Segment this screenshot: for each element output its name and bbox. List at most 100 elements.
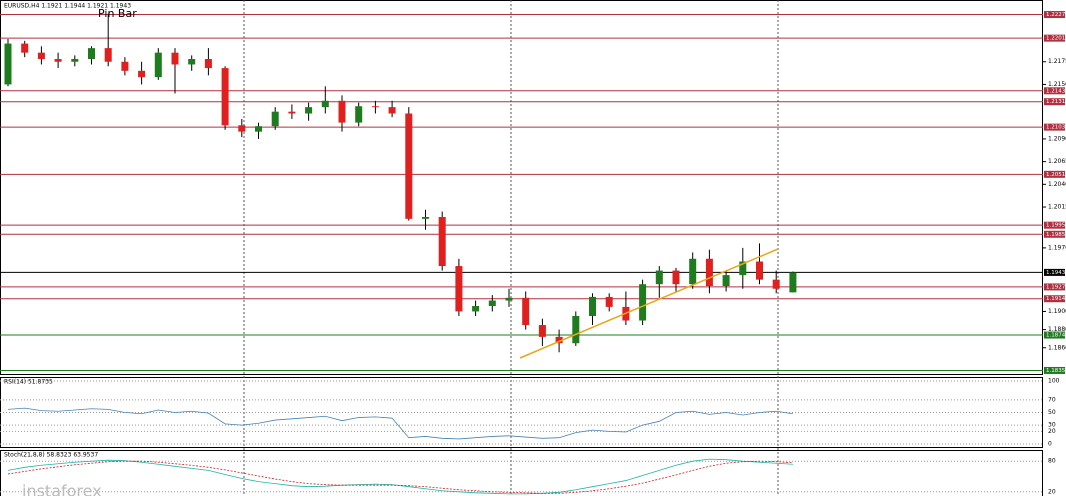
candle-body	[238, 125, 246, 132]
candle-body	[572, 315, 580, 344]
candle-body	[655, 270, 663, 285]
stoch-panel	[0, 450, 1043, 496]
candle-body	[321, 100, 329, 108]
candle-body	[522, 297, 530, 326]
level-label-box	[1044, 366, 1065, 374]
candle-body	[371, 106, 379, 108]
y-tick-label: 30	[1048, 422, 1056, 429]
level-label: 1.2103	[1046, 125, 1066, 131]
y-tick-label: 1.1900	[1048, 308, 1066, 315]
candle-body	[772, 279, 780, 289]
level-label-box	[1044, 123, 1065, 131]
chart-title: EURUSD,H4 1.1921 1.1944 1.1921 1.1943	[4, 3, 131, 10]
candle-body	[338, 100, 346, 123]
level-label-box	[1044, 268, 1065, 276]
level-label: 1.2131	[1046, 99, 1065, 105]
candle-body	[4, 43, 12, 85]
level-label: 1.2143	[1046, 88, 1066, 94]
candle-body	[555, 336, 563, 344]
stoch-title: Stoch(21,8,8) 58.8323 63.9537	[4, 452, 98, 459]
candle-body	[288, 111, 296, 114]
y-tick-label: 80	[1048, 458, 1056, 465]
candle-body	[405, 113, 413, 219]
candle-body	[188, 59, 196, 65]
level-label-box	[1044, 170, 1065, 178]
level-label: 1.2227	[1046, 12, 1066, 18]
y-tick-label: 1.1880	[1048, 326, 1066, 333]
rsi-title: RSI(14) 51.8735	[4, 379, 53, 386]
candle-body	[756, 261, 763, 280]
candle-body	[689, 258, 697, 285]
level-label: 1.1985	[1046, 232, 1066, 238]
y-tick-label: 1.1860	[1048, 344, 1066, 351]
candle-body	[722, 275, 730, 287]
level-label-box	[1044, 87, 1065, 95]
separators	[243, 0, 779, 496]
main-panel	[0, 0, 1043, 375]
candle-body	[455, 266, 463, 312]
candle-body	[672, 270, 680, 285]
candle-body	[639, 284, 647, 321]
candle-body	[472, 305, 480, 312]
candle-body	[104, 48, 112, 62]
level-label-box	[1044, 34, 1065, 42]
level-label-box	[1044, 230, 1065, 238]
watermark: instaforex	[22, 482, 102, 496]
candle-body	[388, 107, 396, 114]
y-tick-label: 1.2015	[1048, 204, 1066, 211]
y-tick-label: 1.1970	[1048, 244, 1066, 251]
candle-body	[705, 258, 713, 287]
level-label: 1.1914	[1046, 296, 1066, 302]
candle-body	[121, 61, 129, 71]
level-label-box	[1044, 98, 1065, 106]
level-label-box	[1044, 11, 1065, 19]
indicator-line	[7, 407, 793, 440]
candle-body	[154, 52, 162, 78]
level-label-box	[1044, 331, 1065, 339]
candle-body	[88, 48, 95, 60]
candle-body	[605, 296, 613, 307]
candle-body	[37, 52, 45, 60]
indicator-line	[7, 460, 793, 494]
candle-body	[255, 126, 262, 132]
candle-body	[538, 325, 546, 337]
y-tick-label: 70	[1048, 396, 1056, 403]
candle-body	[789, 272, 797, 293]
candle-body	[204, 59, 212, 69]
y-tick-label: 100	[1048, 378, 1060, 385]
y-tick-label: 0	[1048, 441, 1052, 448]
candle-body	[505, 297, 513, 301]
level-label-box	[1044, 295, 1065, 303]
level-label-box	[1044, 283, 1065, 291]
y-tick-label: 1.2090	[1048, 135, 1066, 142]
candle-body	[422, 217, 429, 219]
annotation: Pin Bar	[98, 7, 137, 20]
level-label: 1.2051	[1046, 172, 1065, 178]
candle-body	[589, 296, 596, 316]
level-label: 1.1874	[1046, 333, 1066, 339]
y-tick-label: 20	[1048, 488, 1056, 495]
level-label: 1.1995	[1046, 223, 1066, 229]
y-tick-label: 50	[1048, 409, 1056, 416]
candle-body	[71, 59, 79, 62]
candle-body	[305, 107, 313, 114]
candle-body	[355, 106, 363, 123]
level-label: 1.1943	[1046, 270, 1066, 276]
candle-body	[438, 217, 446, 267]
level-label: 1.2201	[1046, 36, 1065, 42]
indicator-line	[7, 458, 793, 495]
y-tick-label: 1.2150	[1048, 81, 1066, 88]
candle-body	[271, 111, 279, 127]
level-label: 1.1927	[1046, 284, 1066, 290]
candle-body	[138, 70, 146, 78]
candle-body	[171, 52, 179, 65]
candle-body	[488, 300, 496, 306]
candle-body	[221, 68, 229, 126]
plot-layer: 1.2175 1.2150 1.2090 1.2065 1.2040 1.2015 1.19…	[0, 11, 1066, 495]
y-tick-label: 20	[1048, 428, 1056, 435]
candle-body	[21, 43, 29, 53]
candle-body	[739, 261, 747, 276]
y-tick-label: 1.2175	[1048, 58, 1066, 65]
